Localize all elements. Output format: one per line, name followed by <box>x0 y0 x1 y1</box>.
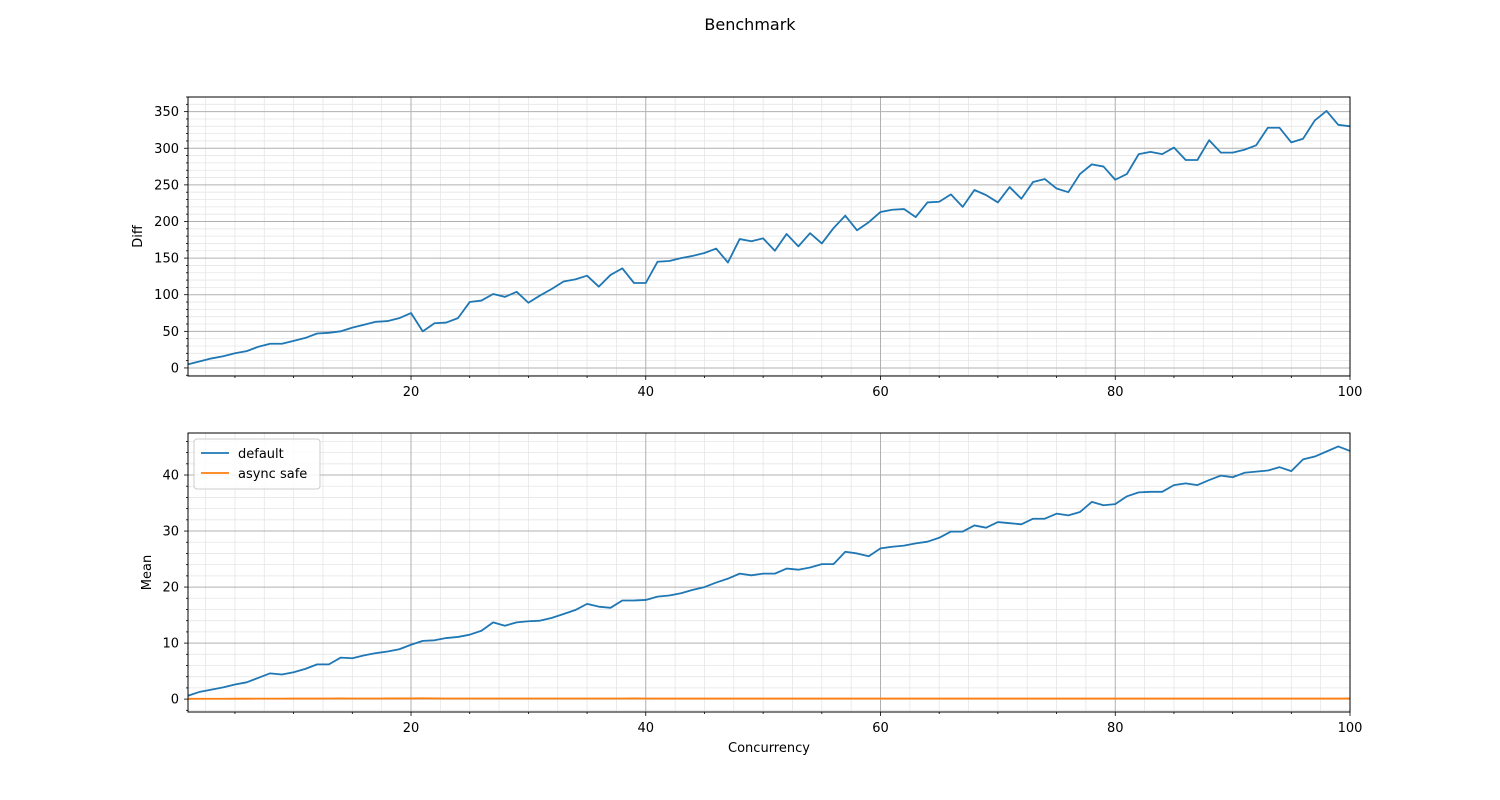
y-tick-label: 10 <box>162 637 179 652</box>
x-tick-label: 40 <box>637 721 654 736</box>
series-group <box>188 445 1350 700</box>
y-tick-label: 0 <box>171 361 179 376</box>
x-tick-label: 100 <box>1338 721 1363 736</box>
x-axis-label: Concurrency <box>728 741 810 756</box>
y-tick-label: 300 <box>154 142 179 157</box>
y-axis: 0 10 20 30 40 <box>162 441 188 711</box>
y-tick-label: 200 <box>154 215 179 230</box>
y-tick-label: 30 <box>162 525 179 540</box>
chart-diff: 20 40 60 80 100 0 50 100 150 200 250 300 350 Diff <box>131 96 1363 400</box>
y-tick-label: 150 <box>154 252 179 267</box>
y-tick-label: 50 <box>162 325 179 340</box>
x-tick-label: 100 <box>1338 385 1363 400</box>
y-tick-label: 100 <box>154 288 179 303</box>
legend-frame <box>193 438 321 490</box>
y-axis-label: Diff <box>131 224 146 248</box>
series-line-default <box>188 445 1350 697</box>
x-tick-label: 20 <box>403 385 420 400</box>
figure-title: Benchmark <box>704 15 796 34</box>
y-tick-label: 250 <box>154 178 179 193</box>
x-axis: 20 40 60 80 100 <box>234 712 1363 736</box>
y-tick-label: 20 <box>162 581 179 596</box>
y-tick-label: 350 <box>154 105 179 120</box>
legend-label: async safe <box>238 467 307 482</box>
y-axis-label: Mean <box>140 555 155 590</box>
x-tick-label: 80 <box>1107 385 1124 400</box>
series-line-series-0 <box>188 110 1350 366</box>
grid <box>188 433 1351 712</box>
x-tick-label: 60 <box>872 721 889 736</box>
grid <box>188 96 1351 376</box>
x-axis: 20 40 60 80 100 <box>234 376 1363 400</box>
axes-frame <box>187 432 1351 713</box>
legend: default async safe <box>193 438 321 490</box>
x-tick-label: 80 <box>1107 721 1124 736</box>
y-tick-label: 0 <box>171 693 179 708</box>
series-group <box>188 110 1350 366</box>
x-tick-label: 60 <box>872 385 889 400</box>
x-tick-label: 20 <box>403 721 420 736</box>
y-tick-label: 40 <box>162 469 179 484</box>
legend-label: default <box>238 447 284 462</box>
y-axis: 0 50 100 150 200 250 300 350 <box>154 96 188 376</box>
chart-mean: 20 40 60 80 100 0 10 20 30 40 Mean Concurrency defau… <box>140 432 1363 756</box>
series-line-async-safe <box>188 697 1350 700</box>
x-tick-label: 40 <box>637 385 654 400</box>
